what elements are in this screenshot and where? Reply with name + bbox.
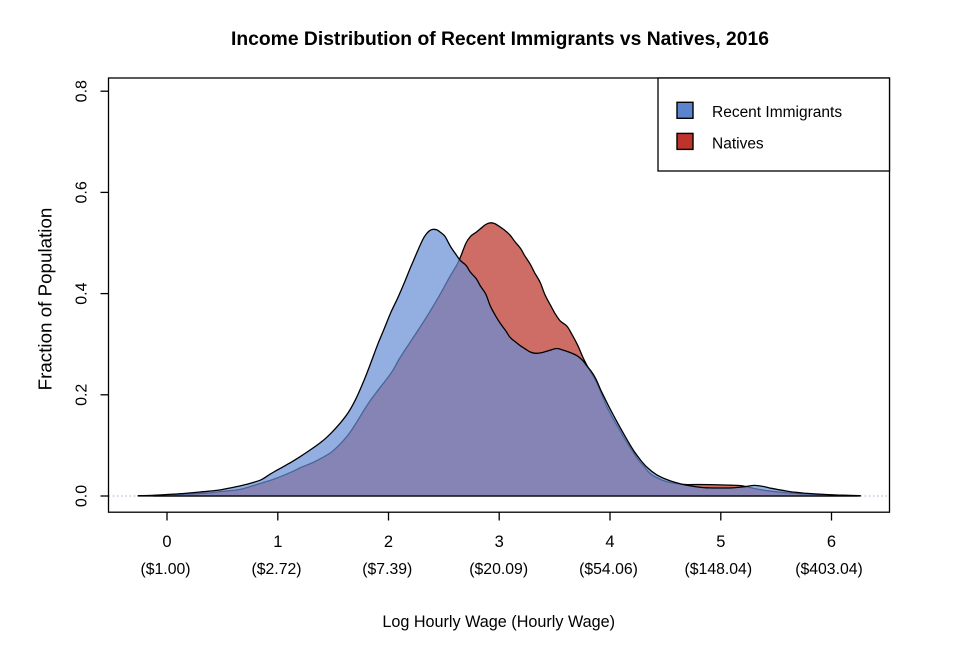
svg-text:0.6: 0.6 <box>74 181 91 203</box>
svg-text:5: 5 <box>716 533 725 551</box>
svg-text:Income Distribution of Recent: Income Distribution of Recent Immigrants… <box>231 29 769 50</box>
svg-text:($20.09): ($20.09) <box>469 561 528 578</box>
svg-text:2: 2 <box>384 533 393 551</box>
svg-text:Recent Immigrants: Recent Immigrants <box>712 104 842 121</box>
svg-text:($1.00): ($1.00) <box>140 561 190 578</box>
svg-text:Fraction of Population: Fraction of Population <box>35 208 56 391</box>
svg-text:1: 1 <box>273 533 282 551</box>
svg-text:0: 0 <box>162 533 171 551</box>
svg-text:($7.39): ($7.39) <box>362 561 412 578</box>
svg-text:($148.04): ($148.04) <box>684 561 752 578</box>
svg-text:Natives: Natives <box>712 135 764 152</box>
svg-text:4: 4 <box>605 533 614 551</box>
svg-text:($403.04): ($403.04) <box>795 561 863 578</box>
svg-text:Log Hourly Wage (Hourly Wage): Log Hourly Wage (Hourly Wage) <box>382 613 615 631</box>
svg-text:($2.72): ($2.72) <box>251 561 301 578</box>
svg-text:0.0: 0.0 <box>74 485 91 507</box>
svg-text:0.8: 0.8 <box>74 80 91 102</box>
svg-text:3: 3 <box>495 533 504 551</box>
svg-text:6: 6 <box>827 533 836 551</box>
svg-text:($54.06): ($54.06) <box>579 561 638 578</box>
svg-text:0.2: 0.2 <box>74 384 91 406</box>
svg-text:0.4: 0.4 <box>74 282 91 304</box>
